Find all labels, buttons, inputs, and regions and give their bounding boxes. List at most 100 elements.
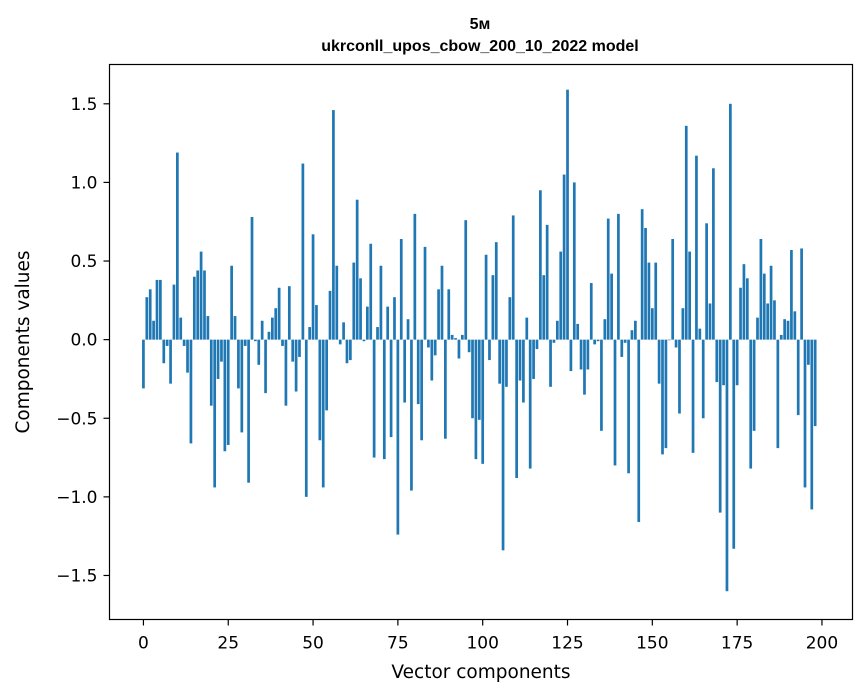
- bar-188: [779, 334, 783, 340]
- bar-172: [725, 339, 729, 592]
- bar-69: [376, 327, 379, 340]
- bar-148: [644, 228, 647, 340]
- bar-39: [274, 308, 278, 340]
- bar-41: [281, 339, 284, 346]
- bar-95: [464, 220, 468, 340]
- bar-126: [569, 339, 573, 372]
- bar-105: [498, 339, 502, 384]
- bar-31: [247, 339, 250, 483]
- bar-139: [613, 339, 617, 466]
- bar-165: [701, 339, 705, 419]
- bar-12: [182, 339, 186, 346]
- bar-67: [369, 243, 373, 340]
- bar-164: [698, 328, 702, 340]
- bar-24: [223, 339, 227, 452]
- bar-178: [745, 278, 749, 340]
- bar-81: [416, 339, 420, 405]
- bar-153: [661, 339, 664, 455]
- bar-57: [335, 265, 339, 340]
- bar-130: [583, 339, 586, 395]
- bar-124: [562, 174, 566, 340]
- bar-64: [359, 278, 362, 340]
- bar-147: [640, 209, 644, 340]
- bar-145: [634, 320, 637, 340]
- bar-48: [304, 339, 308, 497]
- bar-162: [691, 339, 695, 453]
- bar-157: [674, 339, 678, 348]
- bar-91: [450, 334, 454, 340]
- x-tick-label: 125: [551, 634, 583, 654]
- bar-170: [718, 339, 722, 513]
- bar-7: [165, 339, 169, 346]
- bar-175: [735, 339, 739, 386]
- bar-152: [657, 339, 661, 384]
- bar-79: [410, 339, 413, 491]
- bar-83: [423, 246, 427, 340]
- bar-51: [315, 305, 318, 340]
- bar-4: [155, 279, 159, 340]
- bar-35: [260, 320, 264, 340]
- bar-61: [349, 339, 352, 361]
- bars-group: [142, 89, 817, 592]
- bar-54: [325, 339, 328, 411]
- bar-14: [189, 339, 193, 444]
- bar-190: [786, 320, 790, 340]
- bar-55: [328, 290, 332, 340]
- bar-168: [712, 168, 715, 340]
- y-axis-label: Components values: [13, 250, 34, 433]
- y-tick-label: −1.5: [56, 566, 97, 586]
- bar-34: [257, 339, 261, 365]
- bar-150: [650, 308, 654, 340]
- bar-28: [237, 339, 240, 389]
- bar-144: [630, 330, 634, 340]
- bar-180: [752, 339, 756, 431]
- bar-179: [749, 339, 753, 469]
- bar-78: [406, 319, 410, 340]
- y-tick-label: 0.0: [70, 331, 97, 351]
- bar-171: [722, 339, 725, 386]
- bar-99: [477, 339, 481, 420]
- bar-122: [555, 320, 559, 340]
- bar-128: [576, 323, 580, 340]
- bar-37: [267, 331, 271, 340]
- bar-80: [413, 213, 417, 340]
- bar-38: [270, 317, 274, 340]
- bar-149: [647, 262, 651, 340]
- bar-185: [769, 265, 773, 340]
- bar-87: [437, 289, 440, 340]
- bar-114: [528, 339, 532, 469]
- bar-146: [637, 339, 641, 523]
- bar-1: [145, 297, 149, 340]
- bar-59: [342, 322, 345, 340]
- bar-117: [539, 190, 542, 340]
- bar-189: [783, 319, 786, 340]
- bar-16: [196, 270, 200, 340]
- bar-111: [518, 339, 522, 381]
- bar-53: [321, 339, 325, 488]
- bar-125: [566, 89, 569, 340]
- bar-193: [796, 339, 800, 416]
- x-tick-label: 25: [217, 634, 239, 654]
- bar-25: [226, 339, 230, 445]
- bar-192: [793, 311, 797, 340]
- bar-88: [440, 265, 444, 340]
- bar-85: [430, 339, 434, 381]
- bar-120: [549, 339, 552, 387]
- bar-151: [654, 262, 658, 340]
- bar-89: [444, 339, 447, 439]
- bar-115: [532, 339, 535, 379]
- bar-113: [525, 317, 529, 340]
- bar-104: [494, 242, 498, 340]
- bar-159: [681, 308, 685, 340]
- bar-42: [284, 339, 288, 406]
- bar-96: [467, 339, 471, 353]
- bar-43: [287, 286, 291, 340]
- x-tick-label: 100: [466, 634, 498, 654]
- bar-133: [593, 339, 597, 345]
- bar-9: [172, 284, 176, 340]
- bar-18: [203, 270, 206, 340]
- bar-68: [372, 339, 376, 458]
- bar-141: [620, 339, 624, 357]
- bar-23: [220, 339, 223, 362]
